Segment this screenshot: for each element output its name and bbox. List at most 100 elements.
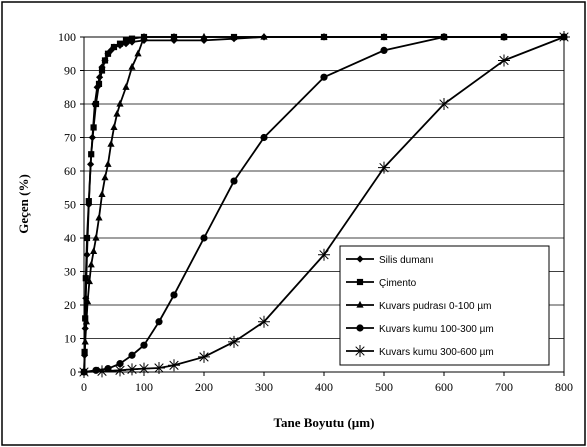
data-point-circle — [380, 46, 388, 55]
legend-label: Silis dumanı — [379, 255, 433, 266]
data-point-triangle — [380, 32, 388, 40]
data-point-circle — [440, 33, 448, 41]
data-point-triangle — [84, 297, 92, 305]
data-point-triangle — [95, 213, 103, 221]
y-tick-label: 10 — [64, 332, 76, 346]
y-tick-label: 50 — [64, 198, 76, 212]
y-tick-label: 40 — [64, 231, 76, 245]
data-point-square — [128, 35, 136, 42]
data-point-circle — [230, 177, 238, 185]
data-point-circle — [200, 234, 208, 242]
x-tick-label: 700 — [495, 380, 513, 394]
data-point-star — [198, 350, 210, 363]
x-tick-label: 500 — [375, 380, 393, 394]
y-tick-label: 70 — [64, 131, 76, 145]
x-tick-label: 0 — [81, 380, 87, 394]
data-point-triangle — [113, 109, 121, 117]
data-point-circle — [140, 341, 148, 349]
data-point-triangle — [140, 32, 148, 40]
x-tick-label: 800 — [555, 380, 573, 394]
data-point-square — [92, 100, 100, 108]
data-point-triangle — [260, 32, 268, 40]
data-point-square — [98, 67, 106, 74]
y-tick-label: 30 — [64, 265, 76, 279]
data-point-square — [95, 80, 103, 87]
data-point-star — [378, 161, 390, 174]
data-point-square — [110, 43, 118, 51]
legend-label: Kuvars kumu 300-600 µm — [379, 347, 494, 358]
data-point-circle — [170, 291, 178, 299]
data-point-star — [354, 345, 366, 357]
y-tick-label: 0 — [70, 365, 76, 379]
data-point-triangle — [128, 63, 136, 70]
x-tick-label: 600 — [435, 380, 453, 394]
data-point-star — [96, 365, 108, 378]
data-point-diamond — [93, 83, 101, 91]
data-point-square — [82, 275, 89, 282]
data-point-square — [356, 278, 364, 286]
data-point-triangle — [101, 173, 109, 181]
data-point-triangle — [134, 49, 142, 57]
data-point-triangle — [122, 83, 130, 90]
legend-item: Silis dumanı — [346, 255, 433, 266]
gridlines — [84, 70, 564, 339]
x-tick-label: 200 — [195, 380, 213, 394]
data-point-triangle — [170, 32, 178, 40]
data-point-triangle — [92, 233, 100, 241]
y-tick-label: 20 — [64, 298, 76, 312]
data-point-star — [78, 366, 90, 378]
legend-label: Kuvars kumu 100-300 µm — [379, 324, 494, 335]
data-point-triangle — [107, 140, 115, 147]
data-point-star — [114, 364, 126, 377]
data-point-circle — [116, 360, 124, 368]
legend-label: Çimento — [379, 278, 417, 289]
legend-box — [339, 245, 550, 366]
data-point-triangle — [82, 317, 90, 325]
y-tick-label: 100 — [58, 30, 76, 44]
data-point-triangle — [320, 32, 328, 40]
data-point-star — [168, 359, 180, 372]
series-group — [78, 31, 570, 378]
y-tick-label: 80 — [64, 97, 76, 111]
data-point-star — [498, 54, 510, 67]
legend-item: Kuvars pudrası 0-100 µm — [346, 300, 491, 312]
data-point-circle — [155, 318, 163, 326]
data-point-square — [122, 37, 130, 44]
data-point-square — [88, 151, 95, 158]
data-point-triangle — [81, 337, 89, 345]
data-point-square — [101, 57, 109, 64]
y-tick-label: 60 — [64, 164, 76, 178]
data-point-triangle — [87, 260, 95, 268]
data-point-triangle — [98, 190, 106, 198]
x-axis: 0 100 200 300 400 500 600 700 800 — [81, 372, 573, 394]
series-line — [83, 36, 564, 373]
data-point-star — [138, 362, 150, 375]
x-tick-label: 400 — [315, 380, 333, 394]
legend: Silis dumanı Çimento Kuvars pudrası 0-100 … — [339, 245, 550, 366]
series-4 — [78, 31, 570, 378]
data-point-circle — [356, 324, 364, 332]
data-point-triangle — [104, 160, 112, 167]
data-point-square — [104, 50, 112, 57]
data-point-star — [126, 363, 138, 376]
data-point-star — [558, 31, 570, 43]
data-point-square — [85, 198, 92, 205]
y-axis-title: Geçen (%) — [16, 174, 31, 234]
legend-item: Çimento — [346, 278, 417, 289]
data-point-star — [228, 335, 240, 348]
data-point-triangle — [200, 32, 208, 40]
data-point-star — [318, 248, 330, 261]
y-tick-label: 90 — [64, 64, 76, 78]
data-point-triangle — [85, 277, 93, 285]
data-point-triangle — [116, 99, 124, 107]
data-point-square — [83, 234, 91, 242]
data-point-star — [438, 98, 450, 110]
legend-item: Kuvars kumu 300-600 µm — [346, 345, 494, 358]
data-point-triangle — [356, 300, 364, 308]
data-point-triangle — [90, 247, 98, 254]
data-point-square — [116, 40, 124, 47]
data-point-diamond — [128, 38, 136, 46]
x-tick-label: 100 — [135, 380, 153, 394]
